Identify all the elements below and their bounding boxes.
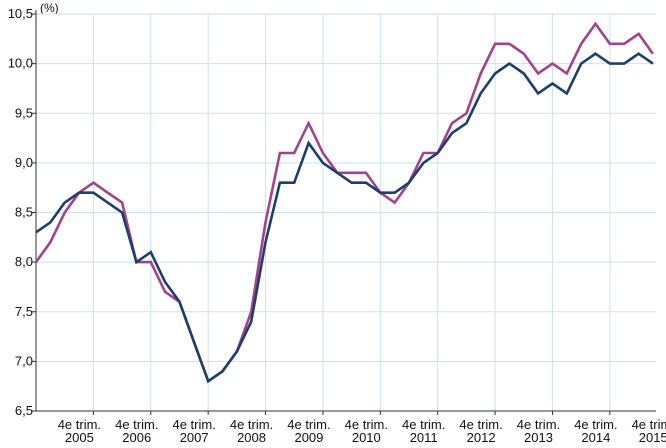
x-tick-label: 4e trim. 2013: [517, 417, 560, 445]
x-tick-label-line1: 4e trim.: [345, 417, 388, 432]
unit-label: (%): [40, 1, 59, 15]
x-tick-label: 4e trim. 2014: [574, 417, 617, 445]
y-tick-label: 7,5: [15, 304, 33, 319]
y-tick-label: 8,5: [15, 205, 33, 220]
x-tick-label-line2: 2007: [180, 430, 209, 445]
y-tick-label: 10,5: [8, 6, 33, 21]
x-tick-label: 4e trim.2015: [632, 417, 666, 445]
x-tick-label: 4e trim. 2005: [58, 417, 101, 445]
x-tick-label-line2: 2008: [237, 430, 266, 445]
series-lines: [34, 21, 654, 384]
x-tick-label-line2: 2006: [122, 430, 151, 445]
x-tick-label-line1: 4e trim.: [402, 417, 445, 432]
x-tick-label-line1: 4e trim.: [58, 417, 101, 432]
y-tick-label: 9,5: [15, 105, 33, 120]
y-tick-label: 6,5: [15, 403, 33, 418]
x-tick-label: 4e trim. 2011: [402, 417, 445, 445]
x-tick-label-line1: 4e trim.: [517, 417, 560, 432]
x-tick-label-line2: 2015: [639, 430, 666, 445]
x-tick-label-line1: 4e trim.: [172, 417, 215, 432]
x-tick-label: 4e trim. 2006: [115, 417, 158, 445]
y-tick-label: 7,0: [15, 353, 33, 368]
x-tick-label: 4e trim. 2010: [345, 417, 388, 445]
series-line-2: [35, 52, 654, 384]
x-tick-label-line2: 2005: [65, 430, 94, 445]
x-tick-label-line2: 2013: [524, 430, 553, 445]
grid-lines: [36, 13, 656, 411]
x-tick-label: 4e trim. 2007: [172, 417, 215, 445]
y-tick-label: 10,0: [8, 56, 33, 71]
x-tick-label-line1: 4e trim.: [459, 417, 502, 432]
x-tick-label-line2: 2012: [467, 430, 496, 445]
x-tick-label-line2: 2009: [294, 430, 323, 445]
x-tick-label: 4e trim. 2012: [459, 417, 502, 445]
x-tick-label-line2: 2010: [352, 430, 381, 445]
axes: 6,57,07,58,08,59,09,510,010,54e trim. 200…: [8, 6, 666, 445]
x-tick-label-line2: 2011: [410, 430, 438, 445]
series-line-1: [34, 21, 654, 384]
x-tick-label-line1: 4e trim.: [115, 417, 158, 432]
x-tick-label-line1: 4e trim.: [574, 417, 617, 432]
y-tick-label: 8,0: [15, 254, 33, 269]
x-tick-label: 4e trim. 2008: [230, 417, 273, 445]
x-tick-label: 4e trim. 2009: [287, 417, 330, 445]
x-tick-label-line1: 4e trim.: [230, 417, 273, 432]
x-tick-label-line1: 4e trim.: [287, 417, 330, 432]
x-tick-label-line1: 4e trim.: [632, 417, 666, 432]
x-tick-label-line2: 2014: [581, 430, 610, 445]
y-tick-label: 9,0: [15, 155, 33, 170]
